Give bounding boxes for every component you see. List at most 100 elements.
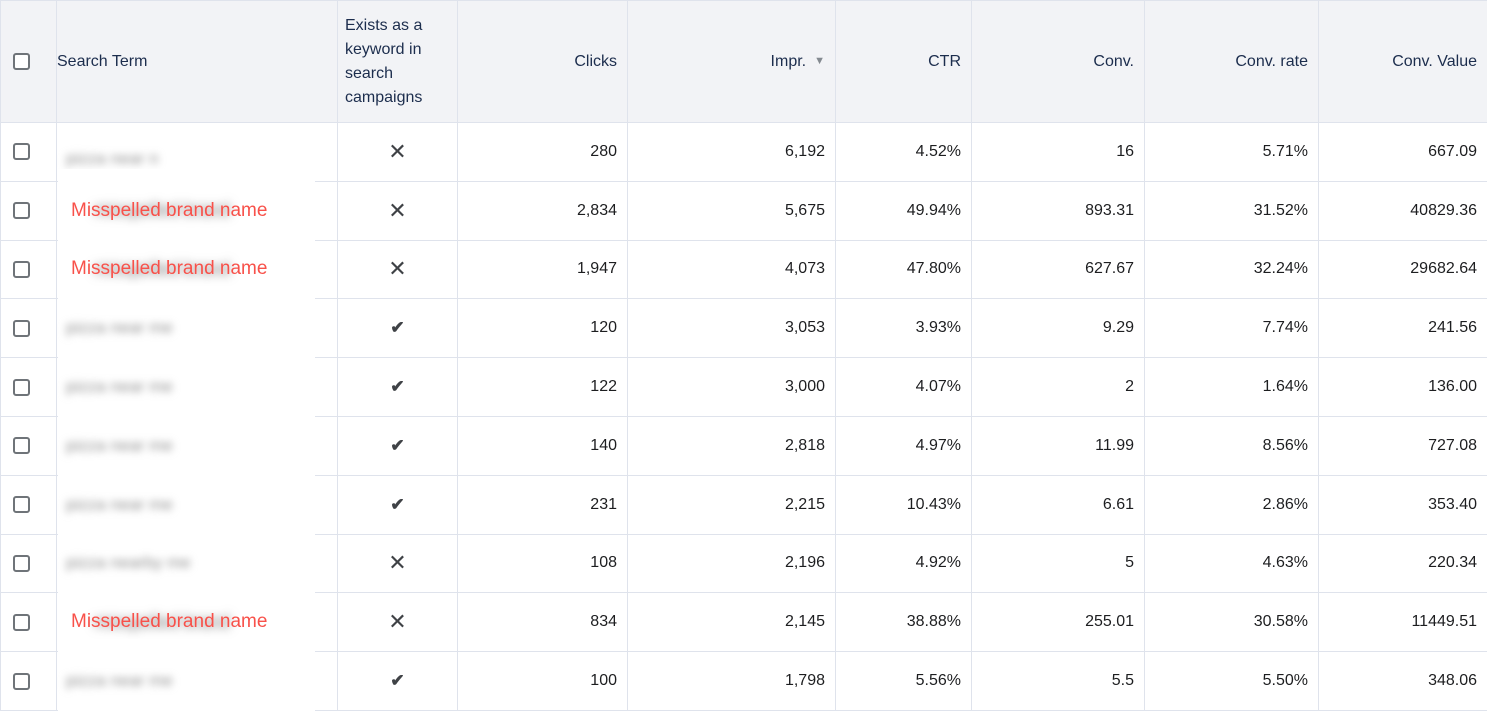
conv-cell: 9.29 [972,299,1145,359]
impr-cell: 4,073 [628,240,836,300]
column-header-label: Impr. [770,52,807,70]
row-checkbox[interactable] [13,554,30,572]
row-checkbox-cell [1,299,57,359]
conv-value-cell: 667.09 [1319,123,1487,182]
misspelled-brand-label: Misspelled brand name [71,611,268,633]
search-term-cell: pizza near me [57,639,338,711]
conv-rate-cell: 31.52% [1145,181,1319,241]
column-header-search-term[interactable]: Search Term [57,1,338,123]
exists-keyword-cell: ✔ [338,652,458,711]
conv-value-cell: 353.40 [1319,476,1487,535]
impr-cell: 2,196 [628,534,836,594]
conv-cell: 5 [972,534,1145,594]
column-header-conv-rate[interactable]: Conv. rate [1145,1,1319,123]
conv-cell: 627.67 [972,240,1145,300]
clicks-cell: 122 [458,358,628,417]
conv-cell: 16 [972,123,1145,182]
impr-cell: 5,675 [628,181,836,241]
clicks-cell: 100 [458,652,628,711]
conv-value-cell: 29682.64 [1319,241,1487,300]
table-body: pizza near n ✕ 280 6,192 4.52% 16 5.71% … [1,123,1487,711]
conv-value-cell: 241.56 [1319,299,1487,359]
clicks-cell: 108 [458,534,628,594]
exists-keyword-cell: ✕ [338,534,458,594]
impr-cell: 6,192 [628,123,836,182]
column-header-ctr[interactable]: CTR [836,1,972,123]
column-header-clicks[interactable]: Clicks [458,1,628,123]
conv-value-cell: 40829.36 [1319,182,1487,241]
search-term-masked: pizza near me [66,494,173,514]
check-icon: ✔ [390,318,405,338]
ctr-cell: 47.80% [836,240,972,300]
misspelled-brand-label: Misspelled brand name [71,199,268,221]
sort-desc-icon: ▼ [814,55,825,67]
column-header-label: Exists as a keyword in search campaigns [345,16,423,106]
exists-keyword-cell: ✕ [338,181,458,241]
exists-keyword-cell: ✔ [338,475,458,535]
conv-cell: 6.61 [972,475,1145,535]
search-term-masked: pizza near n [66,149,159,169]
column-header-conv[interactable]: Conv. [972,1,1145,123]
row-checkbox[interactable] [13,202,30,220]
column-header-label: Clicks [574,52,617,70]
row-checkbox-cell [1,181,57,241]
column-header-label: Conv. Value [1392,52,1477,70]
conv-cell: 2 [972,358,1145,417]
row-checkbox-cell [1,534,57,594]
search-term-masked: pizza near me [66,435,173,455]
row-checkbox-cell [1,240,57,300]
x-icon: ✕ [388,138,407,164]
conv-rate-cell: 5.71% [1145,123,1319,182]
row-checkbox-cell [1,593,57,653]
impr-cell: 2,145 [628,593,836,653]
conv-value-cell: 727.08 [1319,417,1487,476]
exists-keyword-cell: ✔ [338,299,458,359]
check-icon: ✔ [390,671,405,691]
impr-cell: 3,053 [628,299,836,359]
clicks-cell: 834 [458,593,628,653]
row-checkbox[interactable] [13,496,30,514]
ctr-cell: 10.43% [836,475,972,535]
row-checkbox[interactable] [13,260,30,278]
conv-value-cell: 11449.51 [1319,593,1487,653]
search-term-masked: pizza near me [66,377,173,397]
exists-keyword-cell: ✔ [338,358,458,417]
conv-rate-cell: 5.50% [1145,652,1319,711]
select-all-checkbox[interactable] [13,53,30,70]
x-icon: ✕ [388,256,407,282]
column-header-conv-value[interactable]: Conv. Value [1319,1,1487,123]
row-checkbox-cell [1,652,57,711]
column-header-exists-keyword[interactable]: Exists as a keyword in search campaigns [338,1,458,123]
conv-cell: 255.01 [972,593,1145,653]
column-header-impr[interactable]: Impr. ▼ [628,1,836,123]
row-checkbox-cell [1,416,57,476]
search-term-masked: misspelled brand [94,200,231,221]
clicks-cell: 280 [458,123,628,182]
conv-rate-cell: 4.63% [1145,534,1319,594]
row-checkbox[interactable] [13,672,30,690]
row-checkbox[interactable] [13,378,30,396]
row-checkbox-cell [1,123,57,182]
search-term-masked: pizza near me [66,671,173,691]
misspelled-brand-label: Misspelled brand name [71,258,268,280]
ctr-cell: 4.52% [836,123,972,182]
row-checkbox[interactable] [13,437,30,455]
row-checkbox[interactable] [13,143,30,161]
x-icon: ✕ [388,550,407,576]
x-icon: ✕ [388,197,407,223]
clicks-cell: 231 [458,475,628,535]
table-row: pizza near me ✔ 100 1,798 5.56% 5.5 5.50… [1,639,1487,711]
exists-keyword-cell: ✔ [338,416,458,476]
exists-keyword-cell: ✕ [338,593,458,653]
conv-rate-cell: 7.74% [1145,299,1319,359]
conv-rate-cell: 30.58% [1145,593,1319,653]
row-checkbox[interactable] [13,319,30,337]
search-term-masked: misspelled brand [94,258,231,279]
conv-rate-cell: 8.56% [1145,416,1319,476]
row-checkbox[interactable] [13,613,30,631]
search-term-masked: pizza nearby me [66,553,191,573]
ctr-cell: 4.97% [836,416,972,476]
conv-cell: 5.5 [972,652,1145,711]
check-icon: ✔ [390,494,405,514]
